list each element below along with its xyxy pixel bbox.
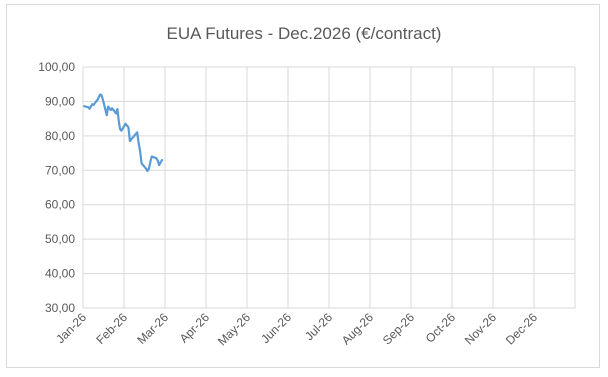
y-tick-label: 70,00 — [45, 163, 75, 177]
chart-area: EUA Futures - Dec.2026 (€/contract) 100,… — [6, 4, 600, 368]
x-tick-label: Apr-26 — [177, 310, 213, 346]
y-tick-label: 80,00 — [45, 129, 75, 143]
gridlines — [82, 66, 576, 309]
x-tick-label: Sep-26 — [380, 310, 417, 347]
series-layer — [83, 93, 164, 173]
y-tick-label: 90,00 — [45, 94, 75, 108]
x-tick-label: Nov-26 — [462, 310, 499, 347]
x-tick-label: Dec-26 — [503, 310, 540, 347]
chart-title: EUA Futures - Dec.2026 (€/contract) — [167, 24, 442, 43]
x-tick-label: Feb-26 — [93, 310, 130, 347]
y-tick-label: 60,00 — [45, 198, 75, 212]
y-tick-label: 40,00 — [45, 267, 75, 281]
y-tick-label: 30,00 — [45, 301, 75, 315]
x-tick-label: Mar-26 — [134, 310, 171, 347]
y-axis-labels: 100,00 90,00 80,00 70,00 60,00 50,00 40,00 30,0… — [38, 60, 75, 315]
y-tick-label: 100,00 — [38, 60, 75, 74]
series-line — [83, 93, 164, 173]
x-tick-label: Jul-26 — [302, 310, 335, 343]
line-chart: EUA Futures - Dec.2026 (€/contract) 100,… — [38, 24, 576, 348]
x-tick-label: Aug-26 — [339, 310, 376, 347]
x-tick-label: Jun-26 — [258, 310, 294, 346]
y-tick-label: 50,00 — [45, 232, 75, 246]
x-tick-label: Oct-26 — [423, 310, 459, 346]
x-tick-label: Jan-26 — [53, 310, 89, 346]
x-axis-labels: Jan-26 Feb-26 Mar-26 Apr-26 May-26 Jun-26 Jul-… — [53, 310, 540, 348]
x-tick-label: May-26 — [215, 310, 253, 348]
